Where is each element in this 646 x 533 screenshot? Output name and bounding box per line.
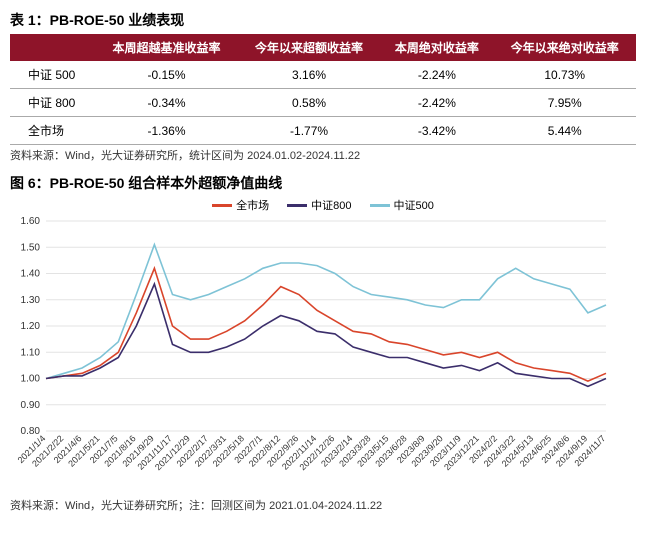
table-row: 全市场 -1.36% -1.77% -3.42% 5.44% xyxy=(10,117,636,145)
col-4: 今年以来绝对收益率 xyxy=(493,34,636,61)
cell: 0.58% xyxy=(238,89,381,117)
cell: -0.15% xyxy=(95,61,238,89)
legend-item: 全市场 xyxy=(212,197,269,213)
svg-text:0.90: 0.90 xyxy=(21,400,41,411)
legend-swatch-icon xyxy=(370,204,390,207)
cell: 全市场 xyxy=(10,117,95,145)
cell: 5.44% xyxy=(493,117,636,145)
cell: -2.24% xyxy=(380,61,493,89)
cell: -3.42% xyxy=(380,117,493,145)
cell: 中证 500 xyxy=(10,61,95,89)
legend-item: 中证800 xyxy=(287,197,351,213)
svg-text:1.30: 1.30 xyxy=(21,295,41,306)
svg-text:1.20: 1.20 xyxy=(21,321,41,332)
table-source: 资料来源：Wind，光大证券研究所，统计区间为 2024.01.02-2024.… xyxy=(10,147,636,163)
table-row: 中证 500 -0.15% 3.16% -2.24% 10.73% xyxy=(10,61,636,89)
cell: -0.34% xyxy=(95,89,238,117)
legend-item: 中证500 xyxy=(370,197,434,213)
col-1: 本周超越基准收益率 xyxy=(95,34,238,61)
cell: 10.73% xyxy=(493,61,636,89)
svg-text:1.10: 1.10 xyxy=(21,347,41,358)
col-2: 今年以来超额收益率 xyxy=(238,34,381,61)
cell: -1.36% xyxy=(95,117,238,145)
chart-legend: 全市场 中证800 中证500 xyxy=(10,197,636,213)
col-3: 本周绝对收益率 xyxy=(380,34,493,61)
cell: 中证 800 xyxy=(10,89,95,117)
svg-text:1.60: 1.60 xyxy=(21,217,41,227)
chart-source: 资料来源：Wind，光大证券研究所；注：回测区间为 2021.01.04-202… xyxy=(10,497,636,513)
col-0 xyxy=(10,34,95,61)
table-row: 中证 800 -0.34% 0.58% -2.42% 7.95% xyxy=(10,89,636,117)
legend-label: 全市场 xyxy=(236,197,269,213)
table-title: 表 1：PB-ROE-50 业绩表现 xyxy=(10,10,636,30)
performance-table: 本周超越基准收益率 今年以来超额收益率 本周绝对收益率 今年以来绝对收益率 中证… xyxy=(10,34,636,145)
svg-text:1.00: 1.00 xyxy=(21,374,41,385)
cell: -1.77% xyxy=(238,117,381,145)
legend-label: 中证500 xyxy=(394,197,434,213)
cell: -2.42% xyxy=(380,89,493,117)
svg-text:1.40: 1.40 xyxy=(21,269,41,280)
svg-text:1.50: 1.50 xyxy=(21,242,41,253)
cell: 7.95% xyxy=(493,89,636,117)
excess-nav-chart: 全市场 中证800 中证500 0.800.901.001.101.201.30… xyxy=(10,197,636,495)
chart-title: 图 6：PB-ROE-50 组合样本外超额净值曲线 xyxy=(10,173,636,193)
legend-swatch-icon xyxy=(287,204,307,207)
cell: 3.16% xyxy=(238,61,381,89)
legend-label: 中证800 xyxy=(311,197,351,213)
line-chart-svg: 0.800.901.001.101.201.301.401.501.602021… xyxy=(10,217,614,495)
legend-swatch-icon xyxy=(212,204,232,207)
